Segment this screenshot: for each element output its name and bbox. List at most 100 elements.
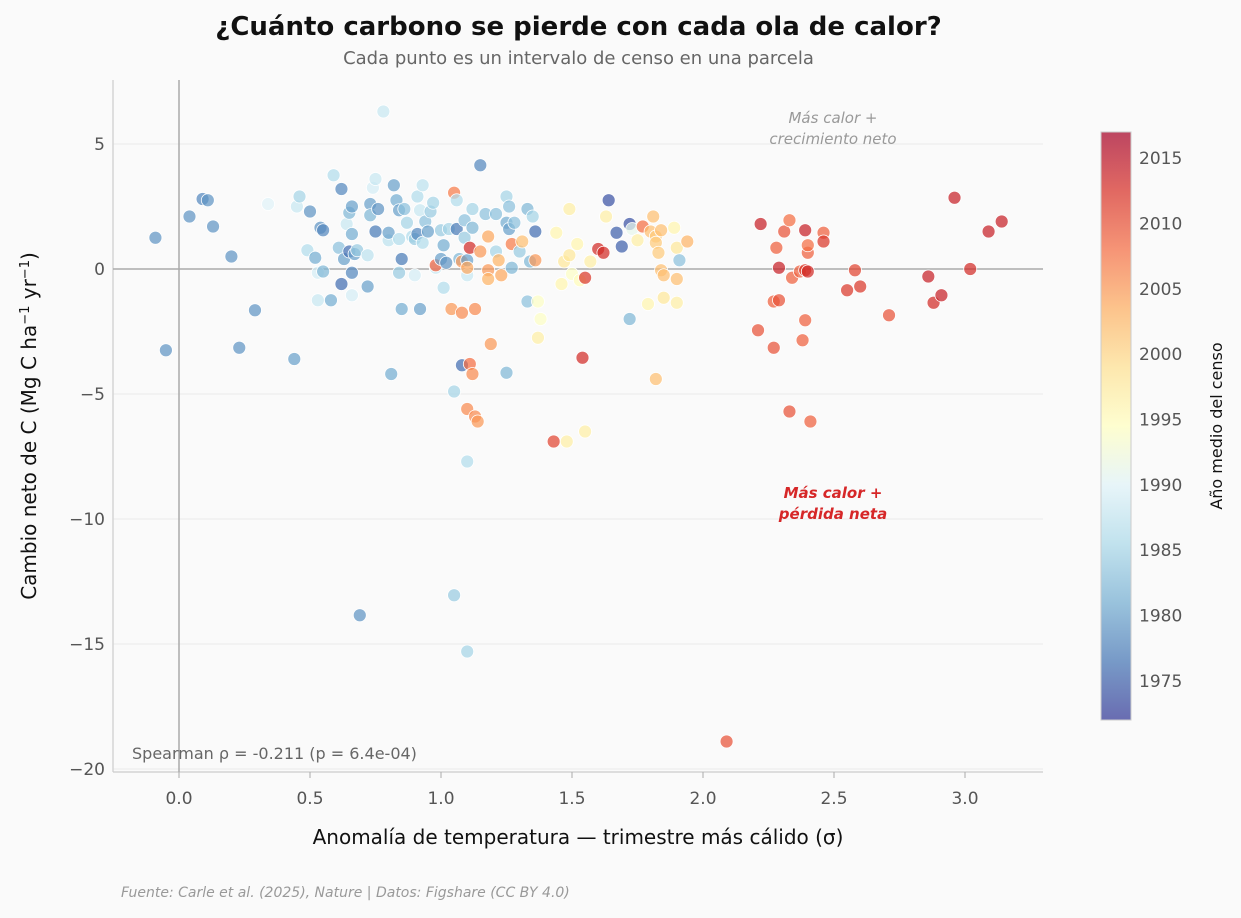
data-point	[158, 343, 173, 358]
x-tick-label: 0.0	[165, 789, 192, 809]
data-point	[436, 238, 451, 253]
colorbar: 2015 2010 2005 2000 1995 1990 1985 1980 1975 Año …	[1100, 131, 1226, 721]
data-point	[473, 158, 488, 173]
data-point	[648, 372, 663, 386]
data-point	[415, 235, 430, 250]
data-point	[489, 207, 503, 221]
data-point	[420, 224, 435, 239]
data-point	[963, 262, 978, 276]
data-point	[232, 340, 247, 355]
data-point	[465, 367, 480, 381]
data-point	[415, 178, 430, 193]
data-point	[777, 224, 792, 239]
source-note: Fuente: Carle et al. (2025), Nature | Da…	[121, 885, 570, 901]
data-point	[368, 172, 383, 186]
data-point	[494, 268, 509, 283]
data-point	[182, 209, 197, 224]
data-point	[601, 193, 616, 208]
colorbar-tick-label: 1990	[1139, 476, 1182, 496]
data-point	[609, 225, 624, 240]
x-tick-label: 2.0	[689, 789, 716, 809]
data-point	[392, 232, 406, 246]
data-point	[669, 272, 684, 286]
data-point	[654, 223, 668, 238]
data-point	[947, 190, 962, 205]
x-tick-label: 1.5	[558, 789, 585, 809]
data-point	[578, 270, 592, 285]
data-point	[499, 365, 514, 380]
data-point	[798, 223, 813, 238]
data-point	[426, 195, 441, 210]
data-point	[447, 384, 462, 399]
data-point	[308, 250, 323, 265]
data-point	[371, 202, 386, 216]
y-tick-label: 0	[94, 260, 105, 280]
data-point	[292, 189, 307, 204]
data-point	[546, 434, 561, 449]
data-point	[570, 237, 585, 251]
data-point	[316, 264, 331, 279]
data-point	[447, 588, 462, 603]
data-point	[630, 233, 645, 248]
data-point	[381, 225, 396, 240]
data-point	[400, 215, 414, 230]
data-point	[848, 263, 862, 278]
y-tick-label: −5	[80, 385, 105, 405]
data-point	[449, 193, 464, 208]
colorbar-tick-label: 2015	[1139, 149, 1182, 169]
data-point	[882, 308, 896, 323]
x-axis-label: Anomalía de temperatura — trimestre más …	[313, 825, 844, 849]
data-point	[481, 229, 496, 244]
data-point	[410, 189, 425, 204]
x-tick-label: 1.0	[427, 789, 454, 809]
data-point	[934, 288, 949, 303]
data-point	[407, 268, 422, 283]
data-point	[334, 182, 349, 196]
data-point	[436, 280, 451, 295]
colorbar-tick-label: 1995	[1139, 410, 1182, 430]
colorbar-tick-label: 2000	[1139, 345, 1182, 365]
data-point	[455, 305, 469, 320]
data-point	[994, 214, 1009, 229]
data-point	[981, 224, 996, 239]
data-point	[795, 333, 810, 348]
data-point	[504, 260, 519, 275]
data-point	[310, 293, 325, 308]
data-point	[345, 199, 359, 214]
y-axis-label: Cambio neto de C (Mg C ha−1 yr−1)	[17, 252, 41, 600]
data-point	[345, 288, 359, 303]
data-point	[397, 202, 412, 216]
colorbar-tick-label: 1980	[1139, 606, 1182, 626]
colorbar-tick-label: 2005	[1139, 280, 1182, 300]
x-tick-label: 0.5	[296, 789, 323, 809]
data-point	[803, 414, 818, 429]
chart-subtitle: Cada punto es un intervalo de censo en u…	[343, 48, 814, 69]
data-point	[531, 330, 545, 345]
data-point	[502, 199, 517, 214]
data-point	[326, 168, 341, 183]
data-point	[465, 202, 480, 216]
data-point	[753, 217, 768, 231]
data-point	[656, 290, 671, 305]
data-point	[528, 224, 543, 239]
data-point	[470, 414, 485, 429]
data-point	[376, 104, 391, 119]
data-point	[394, 302, 409, 316]
x-tick-label: 3.0	[951, 789, 978, 809]
data-point	[622, 312, 637, 326]
data-point	[483, 337, 498, 351]
data-point	[921, 269, 936, 284]
data-point	[651, 245, 666, 260]
data-point	[200, 193, 215, 208]
data-point	[148, 230, 163, 245]
data-point	[614, 239, 629, 254]
data-point	[549, 225, 564, 240]
data-point	[680, 234, 695, 249]
data-point	[669, 295, 684, 310]
data-point	[368, 224, 383, 239]
data-point	[360, 279, 375, 294]
data-point	[656, 268, 671, 283]
y-tick-label: 5	[94, 135, 105, 155]
data-point	[360, 248, 375, 263]
data-point	[840, 283, 854, 298]
